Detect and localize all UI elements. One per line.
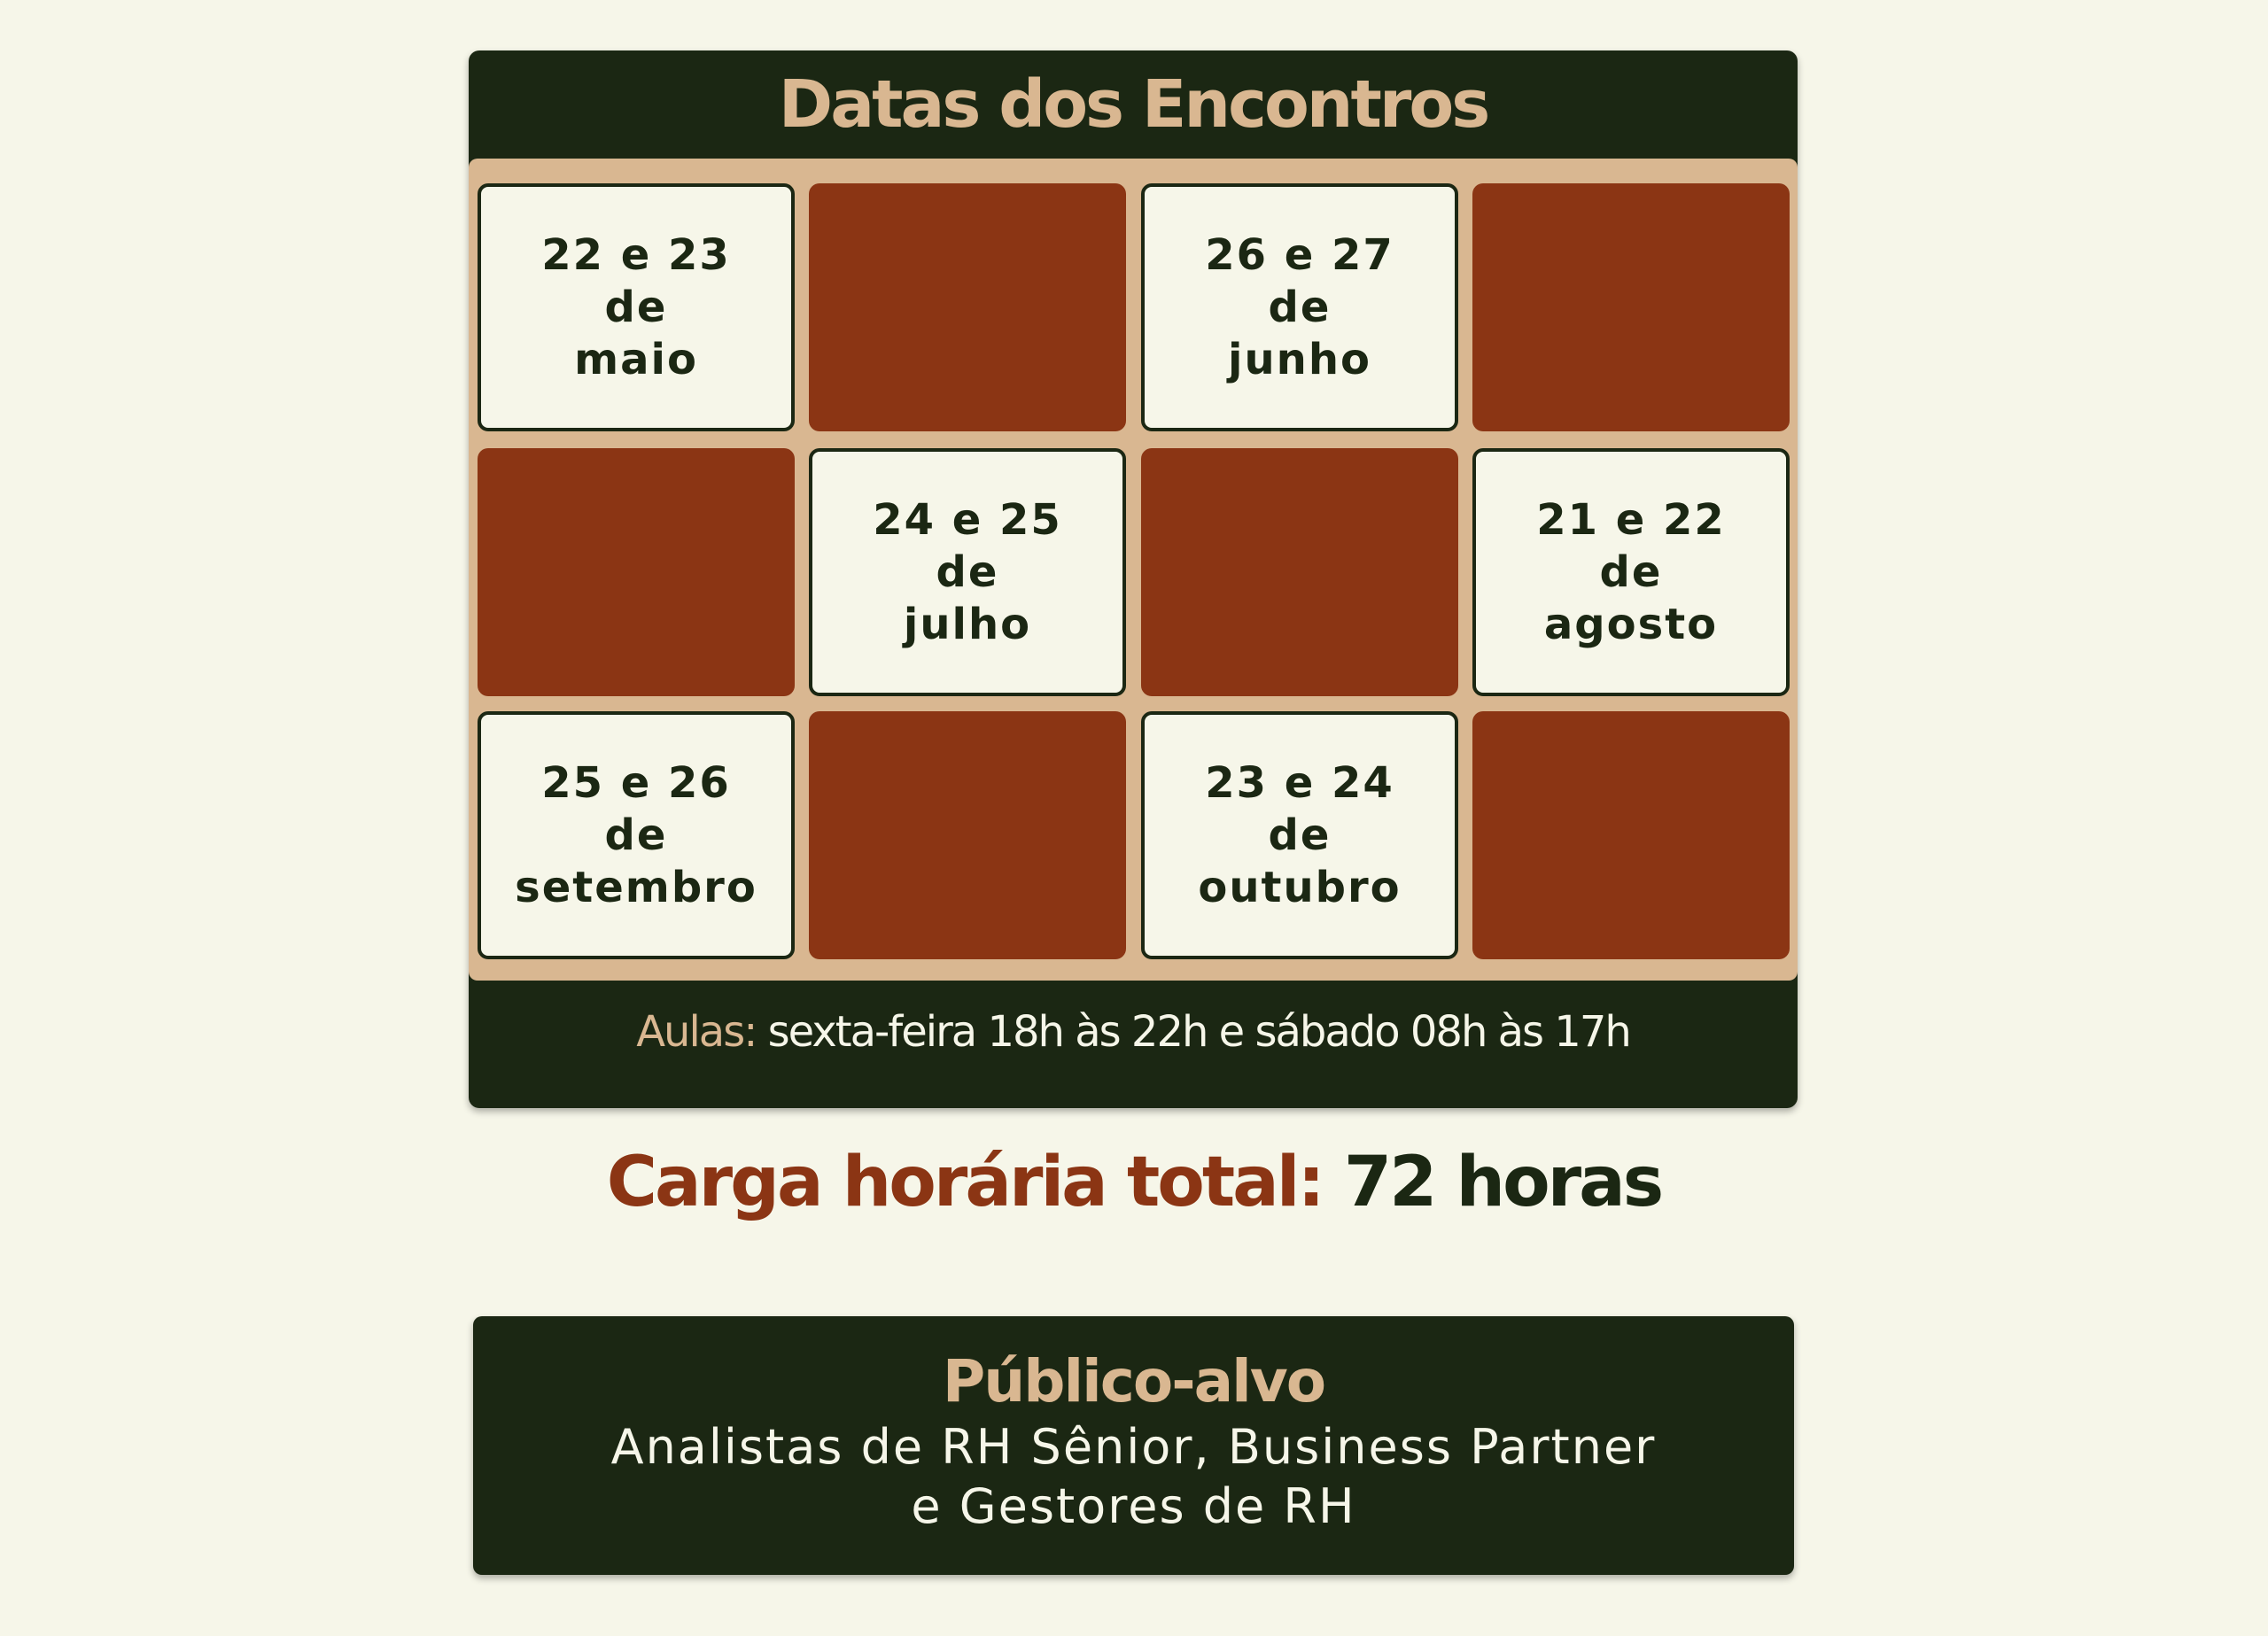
- class-hours: Aulas: sexta-feira 18h às 22h e sábado 0…: [469, 1007, 1798, 1064]
- date-month: junho: [1228, 334, 1371, 384]
- date-prep: de: [1599, 547, 1663, 597]
- date-days: 24 e 25: [873, 494, 1062, 545]
- date-month: maio: [574, 334, 698, 384]
- filler-block: [809, 183, 1126, 431]
- date-days: 25 e 26: [541, 757, 731, 808]
- date-cell: 22 e 23 de maio: [478, 183, 795, 431]
- class-hours-text: sexta-feira 18h às 22h e sábado 08h às 1…: [756, 1007, 1632, 1057]
- filler-block: [1472, 183, 1790, 431]
- target-audience-line: e Gestores de RH: [911, 1478, 1356, 1534]
- schedule-card: Datas dos Encontros 22 e 23 de maio 26 e…: [469, 50, 1798, 1108]
- total-hours: Carga horária total: 72 horas: [0, 1143, 2268, 1222]
- date-prep: de: [604, 810, 668, 860]
- total-hours-value: 72 horas: [1322, 1143, 1664, 1222]
- calendar-grid: 22 e 23 de maio 26 e 27 de junho 24 e 25…: [469, 159, 1798, 981]
- date-days: 26 e 27: [1205, 229, 1394, 280]
- date-cell: 25 e 26 de setembro: [478, 711, 795, 959]
- filler-block: [1472, 711, 1790, 959]
- date-month: julho: [903, 599, 1032, 649]
- date-prep: de: [1268, 810, 1332, 860]
- date-cell: 21 e 22 de agosto: [1472, 448, 1790, 696]
- date-prep: de: [1268, 282, 1332, 332]
- date-days: 21 e 22: [1536, 494, 1726, 545]
- target-audience-title: Público-alvo: [942, 1347, 1326, 1415]
- date-cell: 23 e 24 de outubro: [1141, 711, 1458, 959]
- date-cell: 26 e 27 de junho: [1141, 183, 1458, 431]
- date-month: outubro: [1198, 862, 1402, 912]
- target-audience-line: Analistas de RH Sênior, Business Partner: [610, 1419, 1657, 1475]
- date-month: agosto: [1543, 599, 1719, 649]
- class-hours-label: Aulas:: [636, 1007, 757, 1057]
- filler-block: [1141, 448, 1458, 696]
- total-hours-label: Carga horária total:: [606, 1143, 1325, 1222]
- date-prep: de: [604, 282, 668, 332]
- filler-block: [478, 448, 795, 696]
- date-days: 23 e 24: [1205, 757, 1394, 808]
- filler-block: [809, 711, 1126, 959]
- date-days: 22 e 23: [541, 229, 731, 280]
- date-cell: 24 e 25 de julho: [809, 448, 1126, 696]
- target-audience-card: Público-alvo Analistas de RH Sênior, Bus…: [473, 1316, 1794, 1575]
- date-prep: de: [936, 547, 999, 597]
- date-month: setembro: [515, 862, 757, 912]
- schedule-title: Datas dos Encontros: [778, 66, 1490, 143]
